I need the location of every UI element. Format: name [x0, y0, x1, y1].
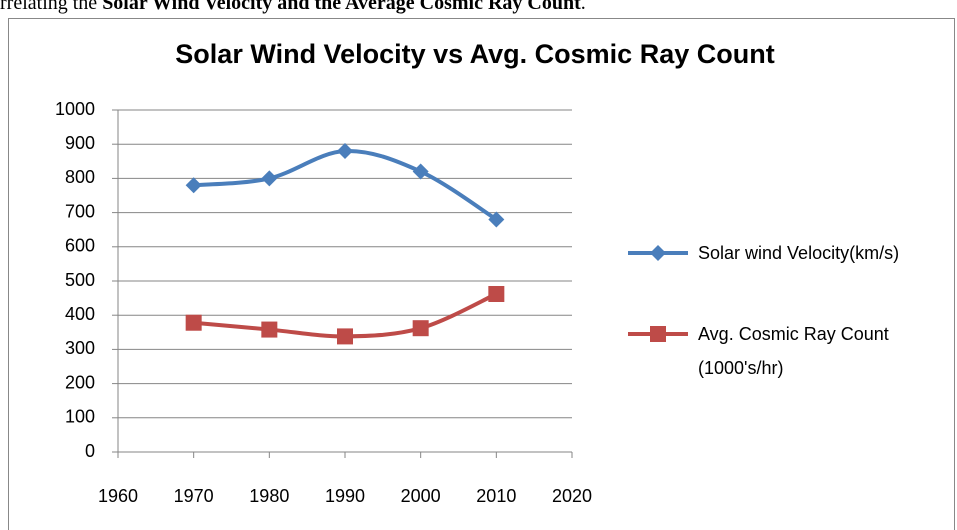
x-tick-label: 2020: [552, 486, 592, 506]
x-tick-label: 1970: [174, 486, 214, 506]
y-tick-label: 200: [65, 372, 95, 392]
y-tick-label: 900: [65, 133, 95, 153]
data-point: [412, 320, 429, 337]
data-point: [488, 211, 505, 228]
data-point: [185, 314, 202, 331]
y-tick-label: 100: [65, 407, 95, 427]
y-tick-label: 800: [65, 167, 95, 187]
data-point: [261, 170, 278, 187]
x-tick-label: 1980: [249, 486, 289, 506]
legend-marker: [650, 245, 666, 261]
x-tick-label: 2000: [401, 486, 441, 506]
legend-label: Avg. Cosmic Ray Count (1000's/hr): [698, 324, 889, 378]
data-point: [412, 163, 429, 180]
x-tick-label: 1960: [98, 486, 138, 506]
legend-marker: [650, 326, 666, 342]
data-point: [337, 143, 353, 160]
series-line: [193, 149, 498, 222]
data-point: [261, 321, 278, 338]
y-tick-label: 400: [65, 304, 95, 324]
y-tick-label: 700: [65, 201, 95, 221]
chart-title: Solar Wind Velocity vs Avg. Cosmic Ray C…: [175, 39, 774, 69]
caption-text: rrelating the: [0, 0, 103, 14]
data-point: [488, 285, 505, 302]
caption: rrelating the Solar Wind Velocity and th…: [0, 0, 586, 15]
y-tick-label: 500: [65, 270, 95, 290]
y-tick-label: 600: [65, 236, 95, 256]
caption-text: .: [580, 0, 586, 14]
legend-label: Solar wind Velocity(km/s): [698, 243, 900, 263]
data-point: [185, 177, 202, 194]
y-tick-label: 1000: [55, 99, 95, 119]
y-tick-label: 0: [85, 441, 95, 461]
chart-frame: [8, 18, 955, 530]
y-tick-label: 300: [65, 338, 95, 358]
caption-bold: Solar Wind Velocity and the Average Cosm…: [102, 0, 581, 14]
data-point: [337, 328, 353, 345]
x-tick-label: 2010: [476, 486, 516, 506]
x-tick-label: 1990: [325, 486, 365, 506]
